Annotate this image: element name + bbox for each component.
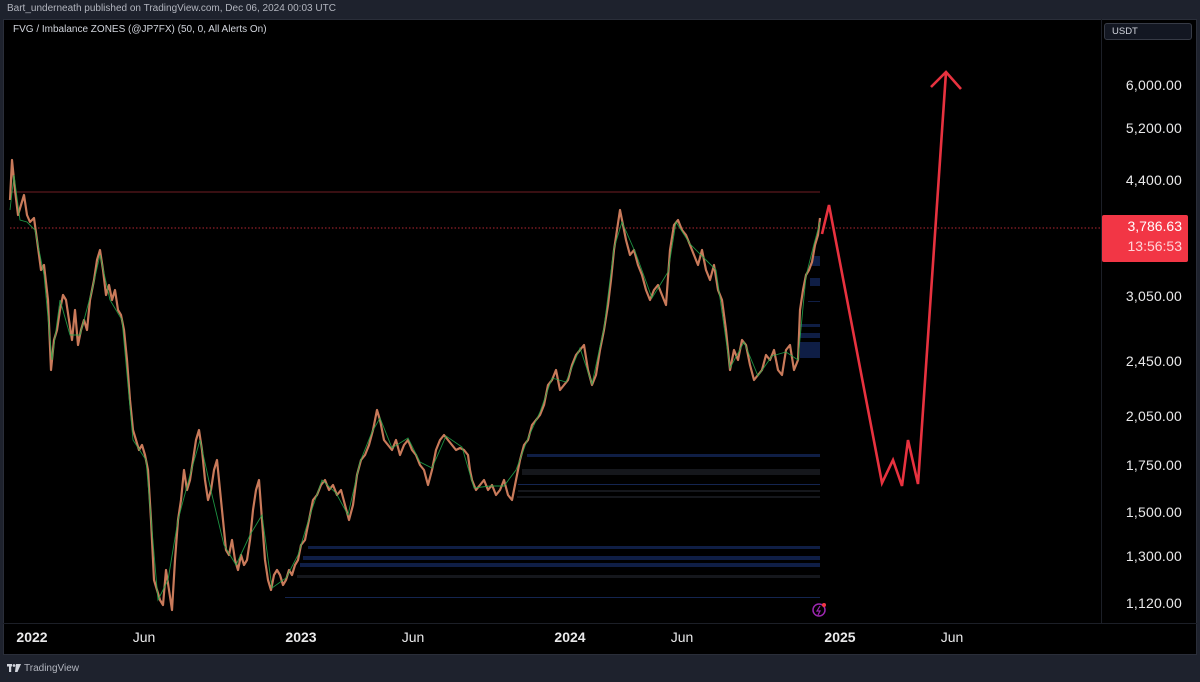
projection-arrowhead-icon: [930, 70, 962, 90]
indicator-legend[interactable]: FVG / Imbalance ZONES (@JP7FX) (50, 0, A…: [13, 24, 267, 35]
publisher-caption: Bart_underneath published on TradingView…: [7, 3, 336, 14]
price-tick: 2,050.00: [1125, 408, 1182, 424]
time-tick-year: 2023: [285, 629, 317, 645]
currency-button[interactable]: USDT: [1104, 23, 1192, 40]
projection-path[interactable]: [820, 71, 948, 488]
price-tick: 3,050.00: [1125, 288, 1182, 304]
price-series[interactable]: [8, 158, 822, 612]
tradingview-logo-icon: [7, 664, 21, 672]
price-tick: 1,750.00: [1125, 457, 1182, 473]
price-tick: 5,200.00: [1125, 120, 1182, 136]
time-tick-year: 2024: [554, 629, 586, 645]
price-axis[interactable]: [1101, 19, 1198, 623]
fvg-zones: [285, 256, 820, 598]
time-tick-month: Jun: [670, 629, 694, 645]
price-tick: 4,400.00: [1125, 172, 1182, 188]
time-tick-year: 2022: [16, 629, 48, 645]
time-axis[interactable]: [3, 623, 1197, 656]
bar-countdown: 13:56:53: [1127, 238, 1183, 254]
time-tick-month: Jun: [940, 629, 964, 645]
alert-lightning-icon[interactable]: [812, 603, 826, 617]
time-tick-month: Jun: [401, 629, 425, 645]
price-tick: 2,450.00: [1125, 353, 1182, 369]
price-tick: 1,120.00: [1125, 595, 1182, 611]
time-tick-year: 2025: [824, 629, 856, 645]
tradingview-logo[interactable]: TradingView: [7, 663, 79, 674]
time-tick-month: Jun: [132, 629, 156, 645]
last-price-badge: 3,786.63 13:56:53: [1102, 215, 1188, 262]
last-price-value: 3,786.63: [1127, 218, 1183, 234]
logo-text: TradingView: [24, 663, 80, 674]
price-tick: 1,300.00: [1125, 548, 1182, 564]
price-tick: 1,500.00: [1125, 504, 1182, 520]
price-tick: 6,000.00: [1125, 77, 1182, 93]
